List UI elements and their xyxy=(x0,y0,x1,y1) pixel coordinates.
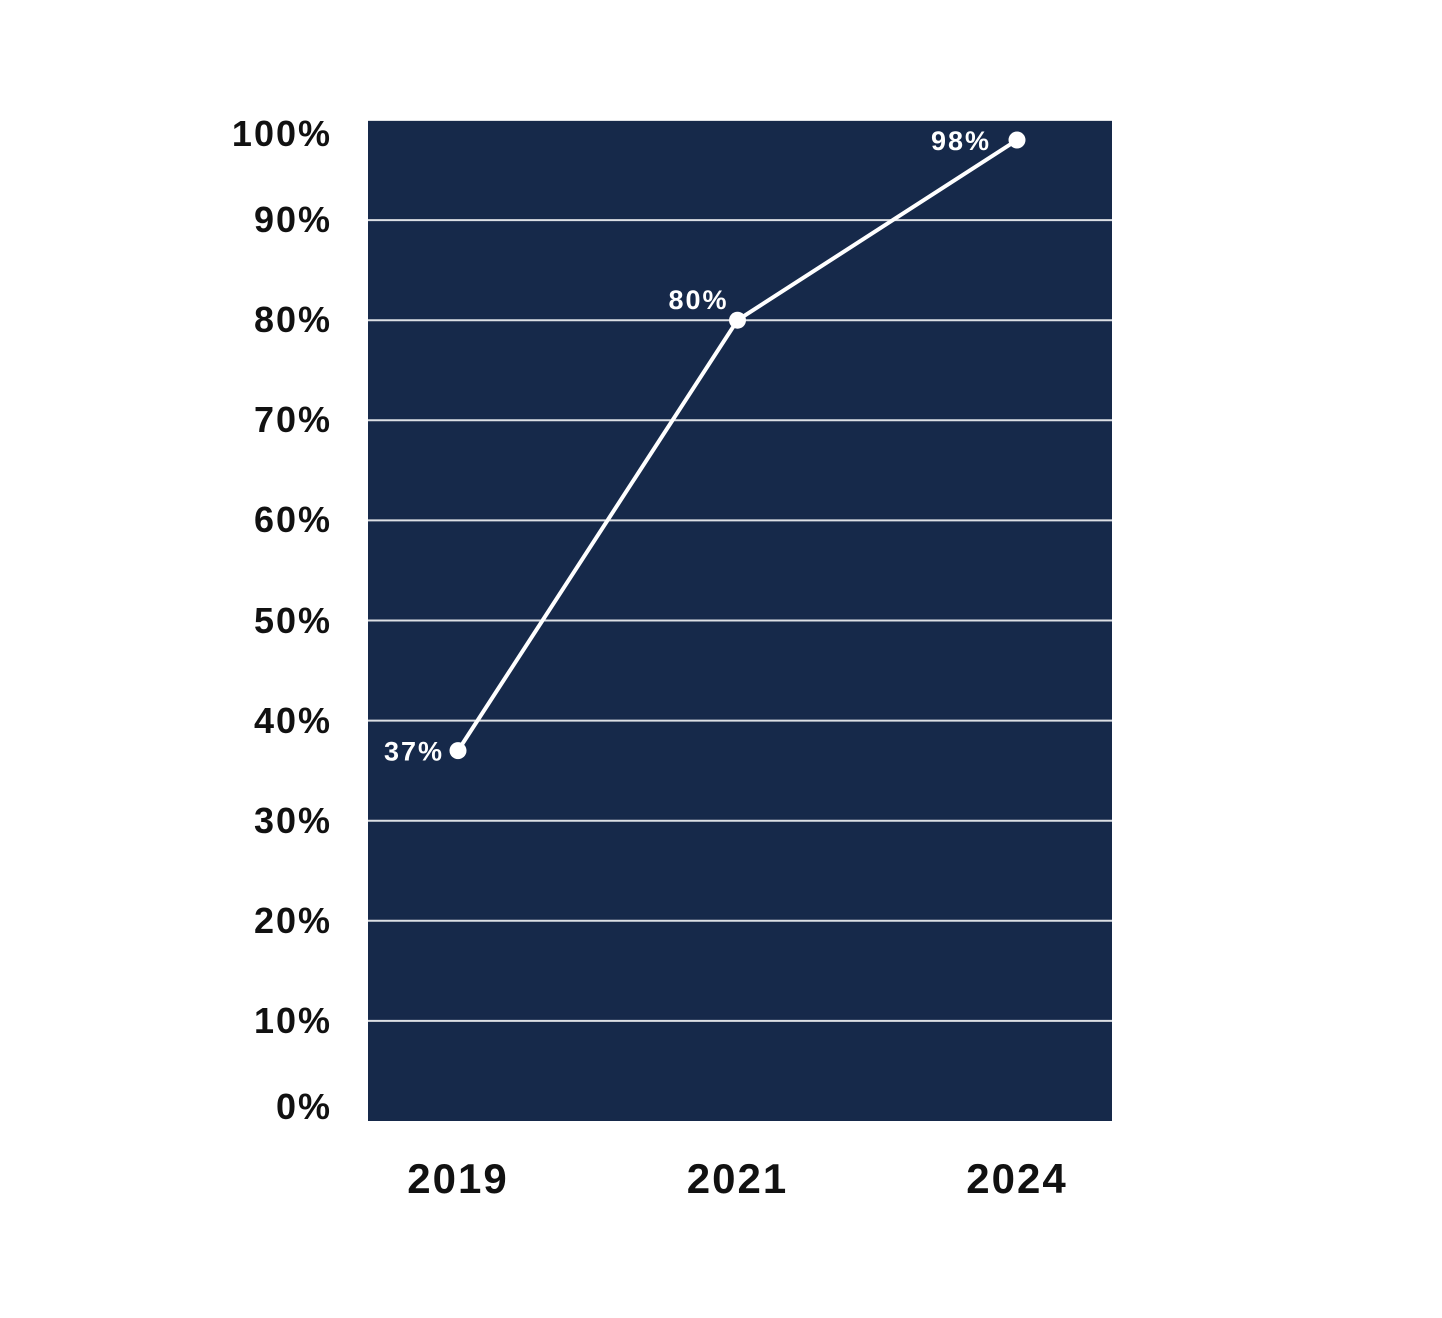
y-axis-tick-label: 40% xyxy=(253,699,332,741)
y-axis-tick-label: 30% xyxy=(253,799,332,841)
x-axis-tick-label: 2019 xyxy=(407,1155,509,1202)
gridlines-group xyxy=(368,120,1112,1022)
y-axis-tick-label: 10% xyxy=(253,999,332,1041)
y-axis-tick-label: 90% xyxy=(253,199,332,241)
plot-area: 37% 80% 98% xyxy=(368,120,1112,1121)
plot-svg: 37% 80% 98% xyxy=(368,120,1112,1022)
y-axis-tick-label: 80% xyxy=(253,299,332,341)
y-axis-tick-label: 0% xyxy=(275,1086,332,1127)
series-group: 37% 80% 98% xyxy=(384,126,1026,767)
data-point-label: 80% xyxy=(668,285,728,315)
series-line xyxy=(456,138,1019,752)
data-point xyxy=(1008,131,1026,149)
y-axis-tick-label: 60% xyxy=(253,499,332,541)
x-axis-tick-label: 2024 xyxy=(966,1155,1068,1202)
data-point xyxy=(729,311,746,329)
y-axis-tick-label: 70% xyxy=(253,399,332,441)
y-axis-tick-label: 20% xyxy=(253,899,332,941)
data-point-label: 98% xyxy=(931,126,991,156)
data-point-label: 37% xyxy=(384,737,444,767)
y-axis-tick-label: 100% xyxy=(231,113,332,154)
x-axis-tick-label: 2021 xyxy=(686,1155,789,1202)
data-point xyxy=(449,742,467,760)
y-axis-tick-label: 50% xyxy=(253,599,332,641)
